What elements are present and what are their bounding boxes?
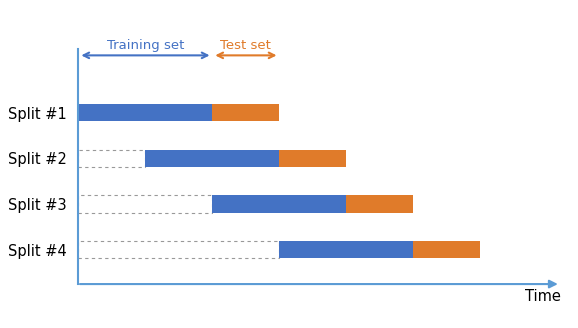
Bar <box>346 195 413 213</box>
Bar <box>413 241 480 258</box>
Bar <box>213 195 346 213</box>
Bar <box>79 150 146 167</box>
Bar <box>146 150 279 167</box>
Bar <box>279 241 413 258</box>
Bar <box>213 104 279 121</box>
Bar <box>79 241 279 258</box>
Bar <box>79 104 213 121</box>
Bar <box>279 150 346 167</box>
Text: Test set: Test set <box>220 39 271 52</box>
Bar <box>79 195 213 213</box>
Text: Time: Time <box>525 289 561 304</box>
Text: Training set: Training set <box>107 39 184 52</box>
